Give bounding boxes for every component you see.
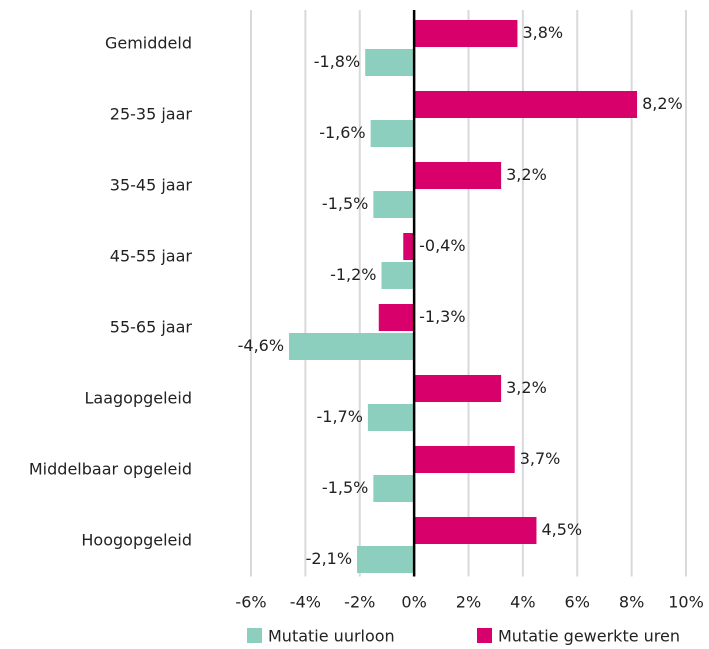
bar (414, 20, 518, 47)
bar (289, 333, 415, 360)
bar (378, 304, 415, 331)
bar (373, 475, 415, 502)
bar (381, 262, 415, 289)
value-label: -1,3% (419, 307, 465, 326)
value-label: 3,8% (522, 23, 563, 42)
value-label: -4,6% (238, 336, 284, 355)
x-tick-label: 2% (456, 593, 481, 612)
bar (373, 191, 415, 218)
category-label: Laagopgeleid (84, 389, 192, 408)
legend-label: Mutatie uurloon (268, 627, 395, 646)
value-label: -1,5% (322, 194, 368, 213)
legend-swatch (477, 628, 492, 643)
value-label: 8,2% (642, 94, 683, 113)
bar (414, 375, 502, 402)
category-label: 55-65 jaar (110, 318, 193, 337)
category-label: Middelbaar opgeleid (29, 460, 192, 479)
category-label: 25-35 jaar (110, 105, 193, 124)
x-tick-label: 4% (510, 593, 535, 612)
category-label: 35-45 jaar (110, 176, 193, 195)
x-tick-label: 10% (668, 593, 704, 612)
category-label: Gemiddeld (105, 34, 192, 53)
value-label: -1,6% (319, 123, 365, 142)
value-label: -1,8% (314, 52, 360, 71)
category-label: Hoogopgeleid (81, 531, 192, 550)
value-label: 3,7% (520, 449, 561, 468)
x-tick-label: 0% (401, 593, 426, 612)
bar (365, 49, 415, 76)
bar (403, 233, 415, 260)
x-tick-label: -6% (235, 593, 266, 612)
value-label: -1,2% (330, 265, 376, 284)
value-label: 4,5% (541, 520, 582, 539)
value-label: -1,7% (316, 407, 362, 426)
category-label: 45-55 jaar (110, 247, 193, 266)
value-label: 3,2% (506, 165, 547, 184)
bar (357, 546, 415, 573)
bar (367, 404, 415, 431)
legend-swatch (247, 628, 262, 643)
x-tick-label: -4% (290, 593, 321, 612)
x-tick-label: 8% (619, 593, 644, 612)
x-tick-label: -2% (344, 593, 375, 612)
bar (414, 446, 515, 473)
value-label: -2,1% (306, 549, 352, 568)
x-tick-label: 6% (565, 593, 590, 612)
bar (414, 162, 502, 189)
value-label: -0,4% (419, 236, 465, 255)
value-label: 3,2% (506, 378, 547, 397)
legend-label: Mutatie gewerkte uren (498, 627, 680, 646)
bar (414, 517, 537, 544)
bar (414, 91, 638, 118)
bar (370, 120, 415, 147)
value-label: -1,5% (322, 478, 368, 497)
